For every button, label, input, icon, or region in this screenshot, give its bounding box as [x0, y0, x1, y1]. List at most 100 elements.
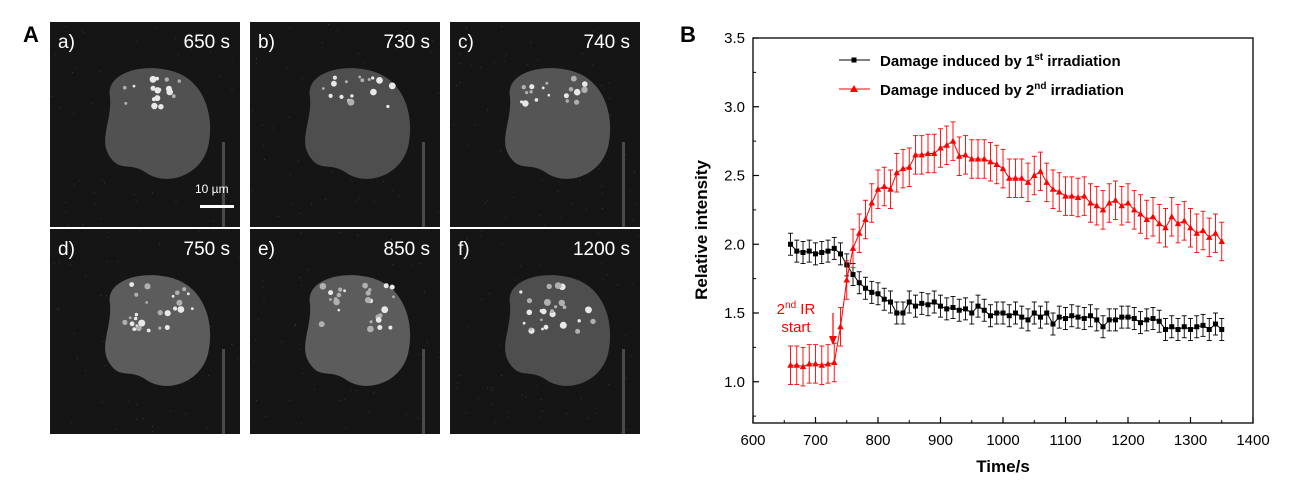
data-point [1094, 317, 1100, 323]
data-point [1074, 194, 1082, 200]
data-point [806, 360, 813, 367]
nucleus-focus [134, 292, 139, 297]
data-point [825, 248, 831, 254]
nucleus-focus [558, 299, 565, 307]
noise-speck [419, 243, 421, 245]
noise-speck [525, 396, 527, 398]
noise-speck [466, 145, 468, 147]
noise-speck [237, 358, 239, 360]
micrograph-label: e) [258, 239, 275, 260]
noise-speck [501, 243, 503, 245]
nucleus-focus [365, 290, 371, 296]
x-tick-label: 900 [928, 432, 953, 449]
data-point [788, 241, 793, 247]
nucleus-focus [519, 290, 523, 294]
data-point [1049, 185, 1057, 192]
nucleus-focus [541, 86, 545, 90]
noise-speck [538, 417, 540, 419]
nucleus-focus [545, 81, 549, 85]
data-point [818, 361, 825, 368]
noise-speck [53, 262, 55, 264]
data-point [813, 251, 818, 257]
noise-speck [466, 238, 468, 240]
noise-speck [500, 150, 502, 152]
data-point [938, 303, 943, 309]
nucleus-focus [321, 87, 325, 90]
noise-speck [256, 58, 257, 60]
nucleus-focus [377, 325, 383, 330]
noise-speck [411, 265, 413, 266]
noise-speck [600, 263, 602, 265]
noise-speck [453, 124, 454, 126]
nucleus-focus [182, 287, 187, 292]
data-point [974, 155, 982, 162]
nucleus-focus [550, 309, 554, 314]
noise-speck [294, 325, 296, 326]
data-point [806, 248, 812, 254]
noise-speck [493, 61, 495, 63]
noise-speck [481, 298, 483, 300]
nucleus-focus [376, 77, 383, 84]
background-streak [422, 142, 425, 227]
noise-speck [305, 215, 307, 217]
y-axis-label: Relative intensity [692, 160, 711, 300]
noise-speck [152, 426, 154, 427]
noise-speck [596, 412, 598, 414]
nucleus-focus [525, 91, 529, 95]
data-point [1188, 327, 1193, 332]
data-point [963, 306, 968, 312]
data-point [887, 185, 894, 192]
data-point [900, 310, 906, 316]
noise-speck [185, 413, 187, 415]
noise-speck [345, 426, 347, 428]
nucleus-focus [129, 321, 135, 327]
noise-speck [72, 113, 74, 115]
noise-speck [300, 213, 302, 214]
noise-speck [220, 76, 222, 78]
data-point [913, 303, 918, 309]
nucleus-focus [574, 99, 580, 105]
noise-speck [597, 233, 599, 235]
legend-main-1: Damage induced by 1 [880, 53, 1034, 70]
data-point [1044, 310, 1050, 316]
noise-speck [530, 42, 532, 43]
noise-speck [602, 278, 604, 280]
data-point [1106, 199, 1113, 206]
noise-speck [277, 216, 279, 217]
micrograph-f: f) 1200 s [450, 229, 640, 434]
nucleus-focus [526, 298, 533, 304]
nucleus-focus [157, 310, 163, 316]
noise-speck [580, 397, 582, 399]
nucleus-focus [164, 310, 171, 317]
noise-speck [393, 290, 395, 292]
data-point [988, 313, 993, 319]
noise-speck [76, 358, 78, 360]
data-point [1056, 314, 1062, 320]
data-point [906, 163, 913, 170]
noise-speck [207, 428, 209, 429]
legend-marker-series-2 [850, 85, 858, 92]
noise-speck [426, 341, 428, 343]
data-point [1025, 317, 1031, 323]
nucleus-focus [369, 320, 373, 324]
noise-speck [313, 388, 315, 390]
noise-speck [582, 53, 583, 55]
noise-speck [356, 389, 358, 391]
data-point [862, 216, 869, 222]
x-tick-label: 700 [803, 432, 828, 449]
nucleus-focus [145, 301, 149, 304]
noise-speck [419, 262, 421, 264]
data-point [949, 137, 957, 144]
noise-speck [174, 37, 176, 39]
noise-speck [514, 279, 516, 281]
micrograph-label: f) [458, 239, 470, 260]
data-point [1131, 316, 1137, 321]
data-point [1006, 313, 1012, 319]
noise-speck [332, 276, 334, 278]
data-point [975, 303, 981, 309]
noise-speck [354, 200, 356, 202]
nucleus-focus [526, 309, 533, 316]
noise-speck [438, 211, 439, 213]
nucleus [505, 275, 611, 386]
noise-speck [85, 274, 87, 276]
